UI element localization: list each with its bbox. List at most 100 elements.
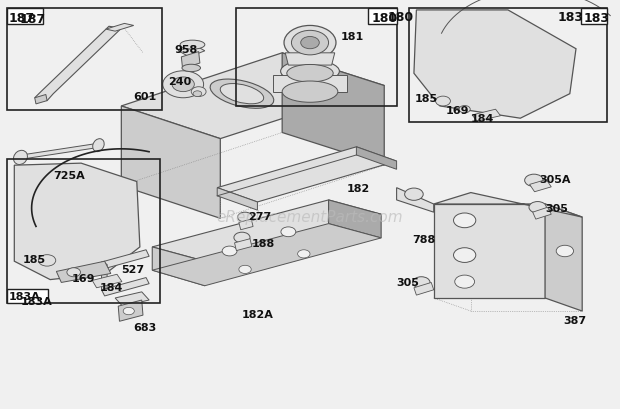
Polygon shape xyxy=(153,224,381,286)
Circle shape xyxy=(38,255,56,266)
Ellipse shape xyxy=(14,151,27,165)
Circle shape xyxy=(191,88,206,97)
Circle shape xyxy=(123,308,135,315)
Circle shape xyxy=(291,31,329,56)
Circle shape xyxy=(239,265,251,274)
Text: 183: 183 xyxy=(557,11,583,23)
Circle shape xyxy=(405,189,423,201)
Text: 180: 180 xyxy=(372,12,398,25)
Circle shape xyxy=(413,277,430,288)
Polygon shape xyxy=(545,204,582,311)
Text: 183A: 183A xyxy=(20,296,52,306)
Text: 387: 387 xyxy=(564,316,587,326)
Text: 788: 788 xyxy=(412,234,435,244)
Polygon shape xyxy=(434,193,582,218)
Polygon shape xyxy=(102,250,149,269)
Text: 305A: 305A xyxy=(539,175,570,185)
Polygon shape xyxy=(181,52,200,69)
Ellipse shape xyxy=(210,80,274,109)
Polygon shape xyxy=(115,292,149,306)
Polygon shape xyxy=(106,24,134,32)
Polygon shape xyxy=(217,147,397,202)
Bar xyxy=(409,9,607,123)
Circle shape xyxy=(298,250,310,258)
Polygon shape xyxy=(356,147,397,170)
Polygon shape xyxy=(102,278,149,296)
Ellipse shape xyxy=(220,84,264,105)
Polygon shape xyxy=(397,188,434,213)
Circle shape xyxy=(222,247,237,256)
Bar xyxy=(7,9,43,25)
Text: 185: 185 xyxy=(415,94,438,103)
Bar xyxy=(368,9,397,25)
Ellipse shape xyxy=(287,65,333,83)
Polygon shape xyxy=(102,263,107,292)
Text: 187: 187 xyxy=(19,13,45,25)
Text: 184: 184 xyxy=(471,114,494,124)
Text: 725A: 725A xyxy=(53,171,85,181)
Circle shape xyxy=(436,97,450,107)
Polygon shape xyxy=(16,144,103,160)
Polygon shape xyxy=(35,95,47,105)
Text: 683: 683 xyxy=(134,322,157,332)
Text: 601: 601 xyxy=(134,92,157,101)
Circle shape xyxy=(281,227,296,237)
Polygon shape xyxy=(153,247,205,286)
Polygon shape xyxy=(414,283,434,295)
Text: 183A: 183A xyxy=(9,291,40,301)
Polygon shape xyxy=(434,204,545,298)
Polygon shape xyxy=(122,107,220,219)
Ellipse shape xyxy=(282,82,338,103)
Text: 183: 183 xyxy=(584,12,610,25)
Text: 184: 184 xyxy=(100,282,123,292)
Text: 305: 305 xyxy=(545,204,568,213)
Polygon shape xyxy=(239,220,253,230)
Ellipse shape xyxy=(180,41,205,50)
Polygon shape xyxy=(282,54,384,166)
Bar xyxy=(7,9,162,111)
Ellipse shape xyxy=(281,61,339,83)
Polygon shape xyxy=(329,200,381,238)
Polygon shape xyxy=(273,76,347,92)
Text: 182: 182 xyxy=(347,183,370,193)
Circle shape xyxy=(301,37,319,49)
Text: 182A: 182A xyxy=(242,310,274,319)
Text: 958: 958 xyxy=(174,45,197,54)
Polygon shape xyxy=(285,54,335,66)
Polygon shape xyxy=(14,164,140,280)
Polygon shape xyxy=(414,11,576,119)
Polygon shape xyxy=(118,300,143,321)
Polygon shape xyxy=(529,180,551,192)
Circle shape xyxy=(67,268,81,277)
Circle shape xyxy=(454,275,474,288)
Text: 305: 305 xyxy=(397,277,420,287)
Bar xyxy=(7,160,161,303)
Circle shape xyxy=(529,202,546,213)
Circle shape xyxy=(556,246,574,257)
Circle shape xyxy=(237,213,252,222)
Text: 169: 169 xyxy=(72,273,95,283)
Text: 277: 277 xyxy=(248,212,272,222)
Bar xyxy=(7,289,48,303)
Bar xyxy=(581,9,607,25)
Text: 187: 187 xyxy=(9,12,35,25)
Polygon shape xyxy=(35,27,122,101)
Text: 240: 240 xyxy=(168,77,191,87)
Polygon shape xyxy=(56,262,111,283)
Text: 169: 169 xyxy=(446,106,469,116)
Circle shape xyxy=(453,213,476,228)
Polygon shape xyxy=(234,239,252,251)
Circle shape xyxy=(172,78,194,92)
Polygon shape xyxy=(472,110,500,122)
Polygon shape xyxy=(92,274,122,288)
Text: 180: 180 xyxy=(388,11,414,23)
Circle shape xyxy=(284,26,336,61)
Circle shape xyxy=(193,92,202,97)
Text: 527: 527 xyxy=(122,265,144,275)
Circle shape xyxy=(525,175,543,187)
Circle shape xyxy=(453,248,476,263)
Polygon shape xyxy=(178,45,205,58)
Polygon shape xyxy=(122,54,384,139)
Ellipse shape xyxy=(182,65,200,72)
Circle shape xyxy=(459,106,470,114)
